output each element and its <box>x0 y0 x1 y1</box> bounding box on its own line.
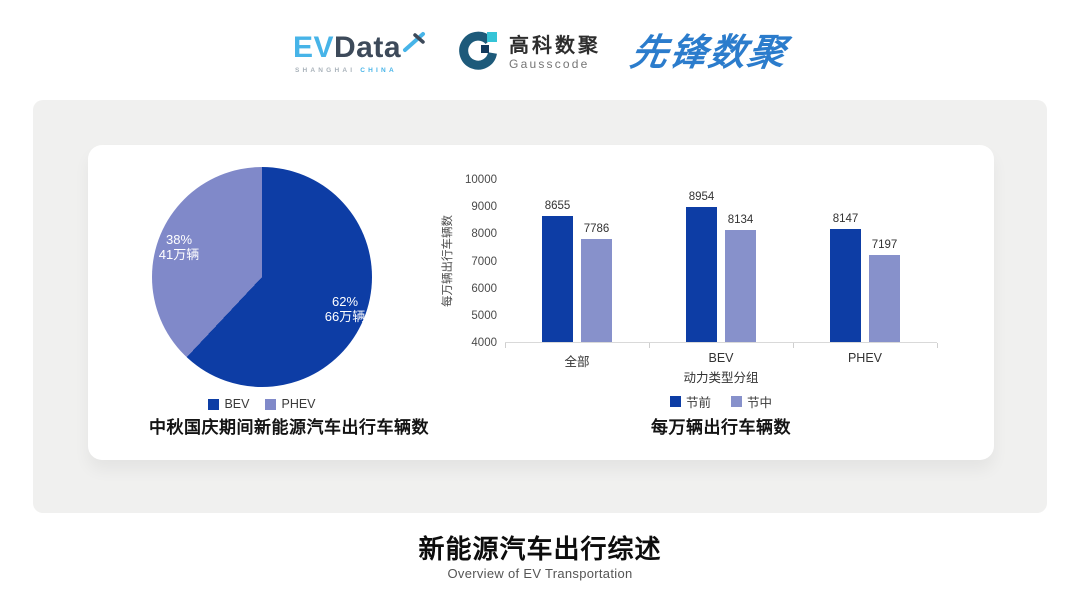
bar-节前-PHEV <box>830 229 861 342</box>
legend-item: PHEV <box>265 397 316 411</box>
y-tick-label: 8000 <box>471 228 497 241</box>
y-tick-label: 4000 <box>471 337 497 349</box>
evdata-data-text: Data <box>334 31 402 64</box>
evdata-wordmark: EV Data <box>293 32 426 64</box>
pie-chart <box>152 167 372 387</box>
bar-category-label: PHEV <box>847 351 883 365</box>
x-axis-tick <box>505 343 506 348</box>
gausscode-g-icon <box>456 29 500 78</box>
bar-节中-PHEV <box>869 255 900 342</box>
legend-item: 节中 <box>731 392 772 411</box>
y-tick-label: 10000 <box>465 174 497 186</box>
bar-value-label: 8655 <box>544 199 571 212</box>
y-tick-label: 5000 <box>471 309 497 322</box>
bar-chart-title: 每万辆出行车辆数 <box>651 418 791 437</box>
pioneer-logo: 先锋数聚 <box>627 32 791 73</box>
bar-plot-area: 全部 8655 7786 BEV 8954 8134 PHEV 8147 7197 <box>505 180 938 369</box>
bar-value-label: 7197 <box>871 239 898 252</box>
bar-节中-全部 <box>581 239 612 342</box>
pie-chart-title: 中秋国庆期间新能源汽车出行车辆数 <box>149 418 429 437</box>
gausscode-en-text: Gausscode <box>509 57 590 71</box>
bar-节前-全部 <box>542 215 573 342</box>
legend-label: 节中 <box>747 396 773 410</box>
pie-bev-value: 66万辆 <box>324 309 366 324</box>
evdata-logo: EV Data SHANGHAI CHINA <box>293 32 426 74</box>
pie-label-bev: 62% 66万辆 <box>310 294 380 324</box>
x-axis-tick <box>649 343 650 348</box>
legend-label: BEV <box>224 397 250 411</box>
logo-header: EV Data SHANGHAI CHINA <box>0 20 1080 86</box>
bar-legend: 节前 节中 <box>505 392 937 411</box>
bar-value-label: 8147 <box>832 213 859 226</box>
legend-item: 节前 <box>669 392 711 411</box>
evdata-x-icon <box>402 28 426 60</box>
gausscode-text: 高科数聚 Gausscode <box>509 35 601 71</box>
y-tick-label: 7000 <box>471 255 497 268</box>
bar-x-axis-label: 动力类型分组 <box>683 371 759 385</box>
chart-card: 38% 41万辆 62% 66万辆 BEV PHEV 中秋国庆期间新能源汽车出行车… <box>88 145 994 460</box>
y-tick-label: 9000 <box>471 201 497 214</box>
legend-swatch <box>265 398 277 410</box>
gausscode-logo: 高科数聚 Gausscode <box>456 29 601 78</box>
bar-value-label: 8954 <box>688 191 715 204</box>
legend-item: BEV <box>208 397 249 411</box>
evdata-china-text: CHINA <box>360 67 397 74</box>
pie-label-phev: 38% 41万辆 <box>144 232 214 262</box>
bar-value-label: 8134 <box>727 213 754 226</box>
legend-label: PHEV <box>281 397 316 411</box>
pie-bev-percent: 62% <box>331 294 359 309</box>
bar-y-ticks: 4000 5000 6000 7000 8000 9000 10000 <box>445 174 497 349</box>
bar-category-label: 全部 <box>564 355 590 369</box>
gausscode-cn-text: 高科数聚 <box>509 35 602 57</box>
legend-swatch <box>669 396 681 407</box>
pie-legend: BEV PHEV <box>112 397 412 411</box>
legend-swatch <box>208 398 220 410</box>
pie-phev-value: 41万辆 <box>158 247 200 262</box>
evdata-subtitle: SHANGHAI CHINA <box>295 67 397 74</box>
bar-value-label: 7786 <box>583 223 610 236</box>
legend-label: 节前 <box>685 396 711 410</box>
x-axis-tick <box>937 343 938 348</box>
x-axis-tick <box>793 343 794 348</box>
bar-节中-BEV <box>725 229 756 342</box>
page-subtitle: Overview of EV Transportation <box>447 566 633 581</box>
bar-节前-BEV <box>686 207 717 342</box>
evdata-shanghai-text: SHANGHAI <box>294 67 356 74</box>
y-tick-label: 6000 <box>471 282 497 295</box>
evdata-ev-text: EV <box>292 31 334 64</box>
bar-category-label: BEV <box>708 351 734 365</box>
pie-phev-percent: 38% <box>165 232 193 247</box>
legend-swatch <box>731 396 742 407</box>
page-title: 新能源汽车出行综述 <box>418 534 662 564</box>
